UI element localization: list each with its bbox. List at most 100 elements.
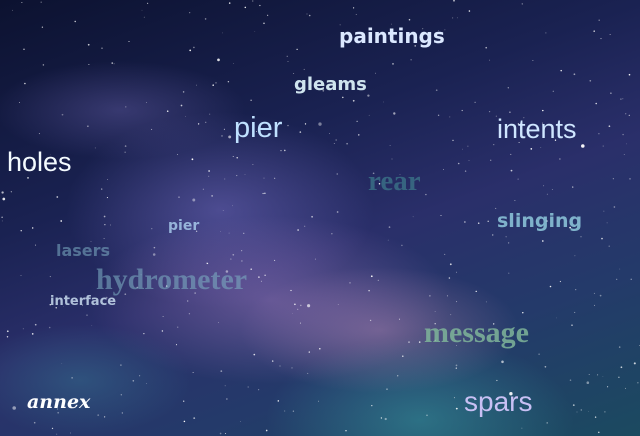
- star: [387, 239, 389, 241]
- star: [274, 259, 276, 261]
- star: [501, 360, 504, 364]
- star: [166, 110, 169, 112]
- star: [598, 431, 600, 434]
- star: [42, 64, 45, 66]
- star: [24, 166, 26, 168]
- star: [41, 26, 44, 28]
- star: [304, 123, 307, 125]
- star: [222, 32, 223, 34]
- star: [629, 178, 631, 180]
- star: [622, 133, 624, 136]
- star: [402, 355, 404, 357]
- star: [322, 89, 325, 92]
- star: [287, 124, 289, 127]
- star: [401, 244, 403, 247]
- star: [236, 157, 238, 159]
- star: [97, 414, 100, 416]
- star: [521, 3, 524, 5]
- star: [204, 18, 207, 20]
- star: [489, 59, 491, 61]
- star: [284, 149, 286, 152]
- star: [455, 364, 458, 367]
- star: [294, 303, 296, 306]
- star: [455, 367, 457, 369]
- star: [398, 318, 401, 320]
- word-lasers: lasers: [56, 241, 111, 260]
- star: [352, 7, 355, 9]
- star: [258, 389, 260, 391]
- star: [440, 215, 442, 216]
- star: [523, 117, 525, 119]
- star: [586, 381, 590, 384]
- star: [56, 196, 59, 198]
- star: [543, 185, 545, 187]
- star: [74, 20, 76, 23]
- star: [94, 147, 96, 149]
- star: [362, 88, 364, 90]
- star: [597, 374, 599, 376]
- star: [426, 414, 428, 417]
- star: [438, 30, 439, 31]
- star: [399, 173, 401, 175]
- star: [616, 278, 618, 280]
- star: [464, 170, 467, 172]
- star: [452, 139, 454, 142]
- star: [485, 301, 487, 303]
- star: [386, 388, 388, 390]
- star: [625, 387, 626, 389]
- star: [196, 84, 197, 86]
- star: [569, 379, 572, 381]
- star: [368, 114, 370, 116]
- star: [61, 113, 64, 116]
- star: [510, 169, 513, 172]
- star: [571, 324, 573, 326]
- star: [121, 412, 123, 414]
- star: [293, 73, 295, 74]
- star: [308, 14, 311, 17]
- star: [107, 179, 109, 181]
- star: [456, 301, 458, 303]
- star: [337, 304, 339, 306]
- star: [299, 131, 302, 133]
- star: [549, 285, 552, 288]
- star: [575, 289, 577, 291]
- star: [383, 101, 384, 103]
- star: [314, 258, 316, 260]
- star: [1, 216, 3, 218]
- star: [143, 333, 145, 335]
- word-paintings: paintings: [339, 24, 445, 48]
- word-holes: holes: [7, 147, 72, 177]
- star: [530, 148, 533, 150]
- star: [456, 345, 457, 346]
- star: [151, 128, 153, 130]
- star: [187, 300, 189, 302]
- star: [408, 341, 410, 343]
- star: [602, 145, 604, 147]
- star: [607, 386, 609, 388]
- star: [560, 69, 562, 72]
- star: [221, 135, 223, 137]
- star: [153, 246, 156, 249]
- word-slinging: slinging: [497, 210, 583, 232]
- star: [222, 210, 224, 211]
- star: [397, 375, 399, 377]
- star: [559, 158, 561, 160]
- star: [218, 322, 219, 323]
- star: [6, 330, 9, 333]
- star: [455, 407, 458, 410]
- star: [538, 353, 540, 355]
- star: [551, 189, 553, 190]
- star: [462, 148, 463, 150]
- star: [66, 159, 68, 161]
- star: [292, 410, 295, 412]
- star: [120, 364, 122, 366]
- star: [300, 304, 302, 307]
- star: [232, 253, 235, 256]
- star: [223, 128, 225, 130]
- star: [239, 421, 241, 422]
- star: [369, 319, 372, 322]
- star: [33, 421, 36, 424]
- star: [2, 197, 6, 201]
- star: [581, 144, 585, 148]
- star: [625, 113, 627, 115]
